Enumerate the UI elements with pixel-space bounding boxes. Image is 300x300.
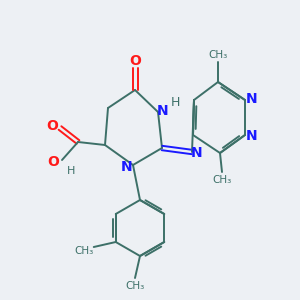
Text: H: H bbox=[67, 166, 75, 176]
Text: H: H bbox=[170, 97, 180, 110]
Text: CH₃: CH₃ bbox=[125, 281, 145, 291]
Text: N: N bbox=[157, 104, 169, 118]
Text: CH₃: CH₃ bbox=[208, 50, 228, 60]
Text: O: O bbox=[46, 119, 58, 133]
Text: CH₃: CH₃ bbox=[74, 246, 93, 256]
Text: CH₃: CH₃ bbox=[212, 175, 232, 185]
Text: O: O bbox=[47, 155, 59, 169]
Text: N: N bbox=[246, 92, 258, 106]
Text: N: N bbox=[246, 129, 258, 143]
Text: N: N bbox=[121, 160, 133, 174]
Text: O: O bbox=[129, 54, 141, 68]
Text: N: N bbox=[191, 146, 203, 160]
